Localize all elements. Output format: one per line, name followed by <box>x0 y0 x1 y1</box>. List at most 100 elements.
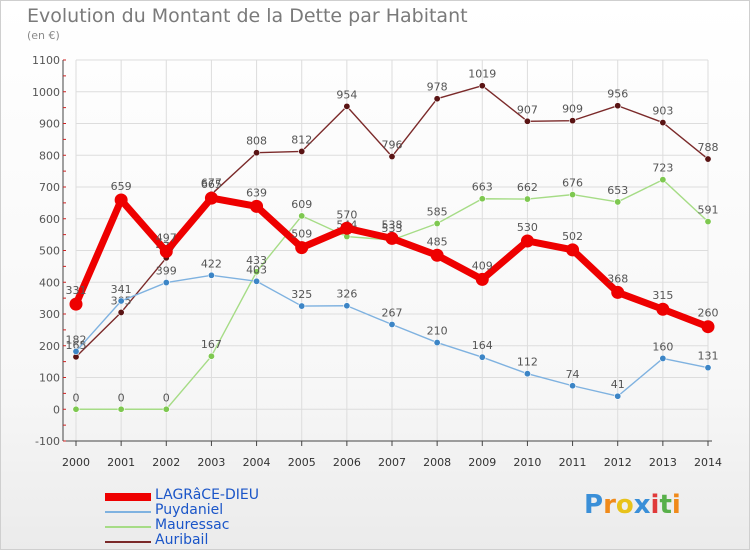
x-tick-label: 2009 <box>468 456 496 469</box>
data-point <box>117 297 125 305</box>
data-label: 0 <box>163 391 170 404</box>
y-tick-label: 1000 <box>32 86 60 99</box>
data-label: 131 <box>698 350 719 363</box>
data-label: 907 <box>517 103 538 116</box>
data-label: 956 <box>607 88 628 101</box>
logo-letter: x <box>633 490 651 520</box>
data-point <box>295 241 309 255</box>
data-label: 167 <box>201 338 222 351</box>
data-label: 41 <box>611 378 625 391</box>
data-label: 909 <box>562 103 583 116</box>
data-label: 788 <box>698 141 719 154</box>
data-label: 1019 <box>468 68 496 81</box>
data-point <box>69 297 83 311</box>
legend-label: LAGRâCE-DIEU <box>155 487 259 503</box>
data-label: 665 <box>201 178 222 191</box>
data-point <box>385 231 399 245</box>
data-point <box>388 320 396 328</box>
data-label: 796 <box>382 139 403 152</box>
data-point <box>523 195 531 203</box>
data-label: 210 <box>427 325 448 338</box>
data-label: 422 <box>201 257 222 270</box>
data-label: 164 <box>472 339 493 352</box>
y-tick-label: 300 <box>39 308 60 321</box>
data-point <box>659 176 667 184</box>
data-point <box>433 339 441 347</box>
data-point <box>204 191 218 205</box>
data-point <box>433 220 441 228</box>
data-point <box>343 102 351 110</box>
data-label: 260 <box>698 307 719 320</box>
data-point <box>611 285 625 299</box>
data-label: 812 <box>291 133 312 146</box>
data-label: 653 <box>607 184 628 197</box>
data-label: 903 <box>652 105 673 118</box>
data-label: 74 <box>566 368 580 381</box>
x-tick-label: 2002 <box>152 456 180 469</box>
legend-label: Mauressac <box>155 517 230 533</box>
legend-swatch <box>105 493 151 501</box>
x-tick-label: 2014 <box>694 456 722 469</box>
data-label: 509 <box>291 228 312 241</box>
legend-item: LAGRâCE-DIEU <box>105 487 405 504</box>
data-point <box>298 212 306 220</box>
chart-legend: LAGRâCE-DIEU Puydaniel Mauressac Auribail <box>105 487 405 549</box>
y-tick-label: 900 <box>39 118 60 131</box>
data-point <box>614 392 622 400</box>
data-point <box>298 147 306 155</box>
data-label: 639 <box>246 186 267 199</box>
data-point <box>430 248 444 262</box>
data-point <box>701 320 715 334</box>
legend-label: Puydaniel <box>155 502 224 518</box>
data-label: 403 <box>246 263 267 276</box>
data-label: 723 <box>652 162 673 175</box>
data-point <box>207 352 215 360</box>
data-label: 954 <box>336 88 357 101</box>
data-label: 182 <box>66 333 87 346</box>
data-label: 160 <box>652 340 673 353</box>
data-point <box>523 117 531 125</box>
logo-letter: t <box>659 490 672 520</box>
logo-letter: P <box>584 490 604 520</box>
data-label: 409 <box>472 259 493 272</box>
logo-letter: i <box>650 490 660 520</box>
data-point <box>523 370 531 378</box>
data-label: 433 <box>246 254 267 267</box>
data-point <box>475 272 489 286</box>
data-label: 368 <box>607 272 628 285</box>
data-point <box>388 153 396 161</box>
x-tick-label: 2013 <box>649 456 677 469</box>
data-label: 659 <box>111 180 132 193</box>
y-tick-label: 1100 <box>32 54 60 67</box>
x-tick-label: 2003 <box>197 456 225 469</box>
data-point <box>298 302 306 310</box>
data-label: 0 <box>118 391 125 404</box>
x-tick-label: 2011 <box>559 456 587 469</box>
y-tick-label: 600 <box>39 213 60 226</box>
data-point <box>478 82 486 90</box>
x-tick-label: 2000 <box>62 456 90 469</box>
x-tick-label: 2005 <box>288 456 316 469</box>
x-tick-label: 2010 <box>513 456 541 469</box>
data-label: 341 <box>111 283 132 296</box>
data-point <box>569 117 577 125</box>
data-label: 662 <box>517 181 538 194</box>
data-point <box>656 302 670 316</box>
chart-unit-label: (en €) <box>27 29 60 42</box>
x-tick-label: 2012 <box>604 456 632 469</box>
data-point <box>478 353 486 361</box>
logo-letter: i <box>671 490 681 520</box>
data-point <box>207 271 215 279</box>
logo-letter: o <box>615 490 634 520</box>
data-label: 676 <box>562 177 583 190</box>
data-label: 112 <box>517 356 538 369</box>
data-point <box>253 149 261 157</box>
y-tick-label: 100 <box>39 372 60 385</box>
data-label: 326 <box>336 288 357 301</box>
data-point <box>250 199 264 213</box>
data-label: 165 <box>66 339 87 352</box>
data-label: 485 <box>427 235 448 248</box>
x-tick-label: 2004 <box>243 456 271 469</box>
